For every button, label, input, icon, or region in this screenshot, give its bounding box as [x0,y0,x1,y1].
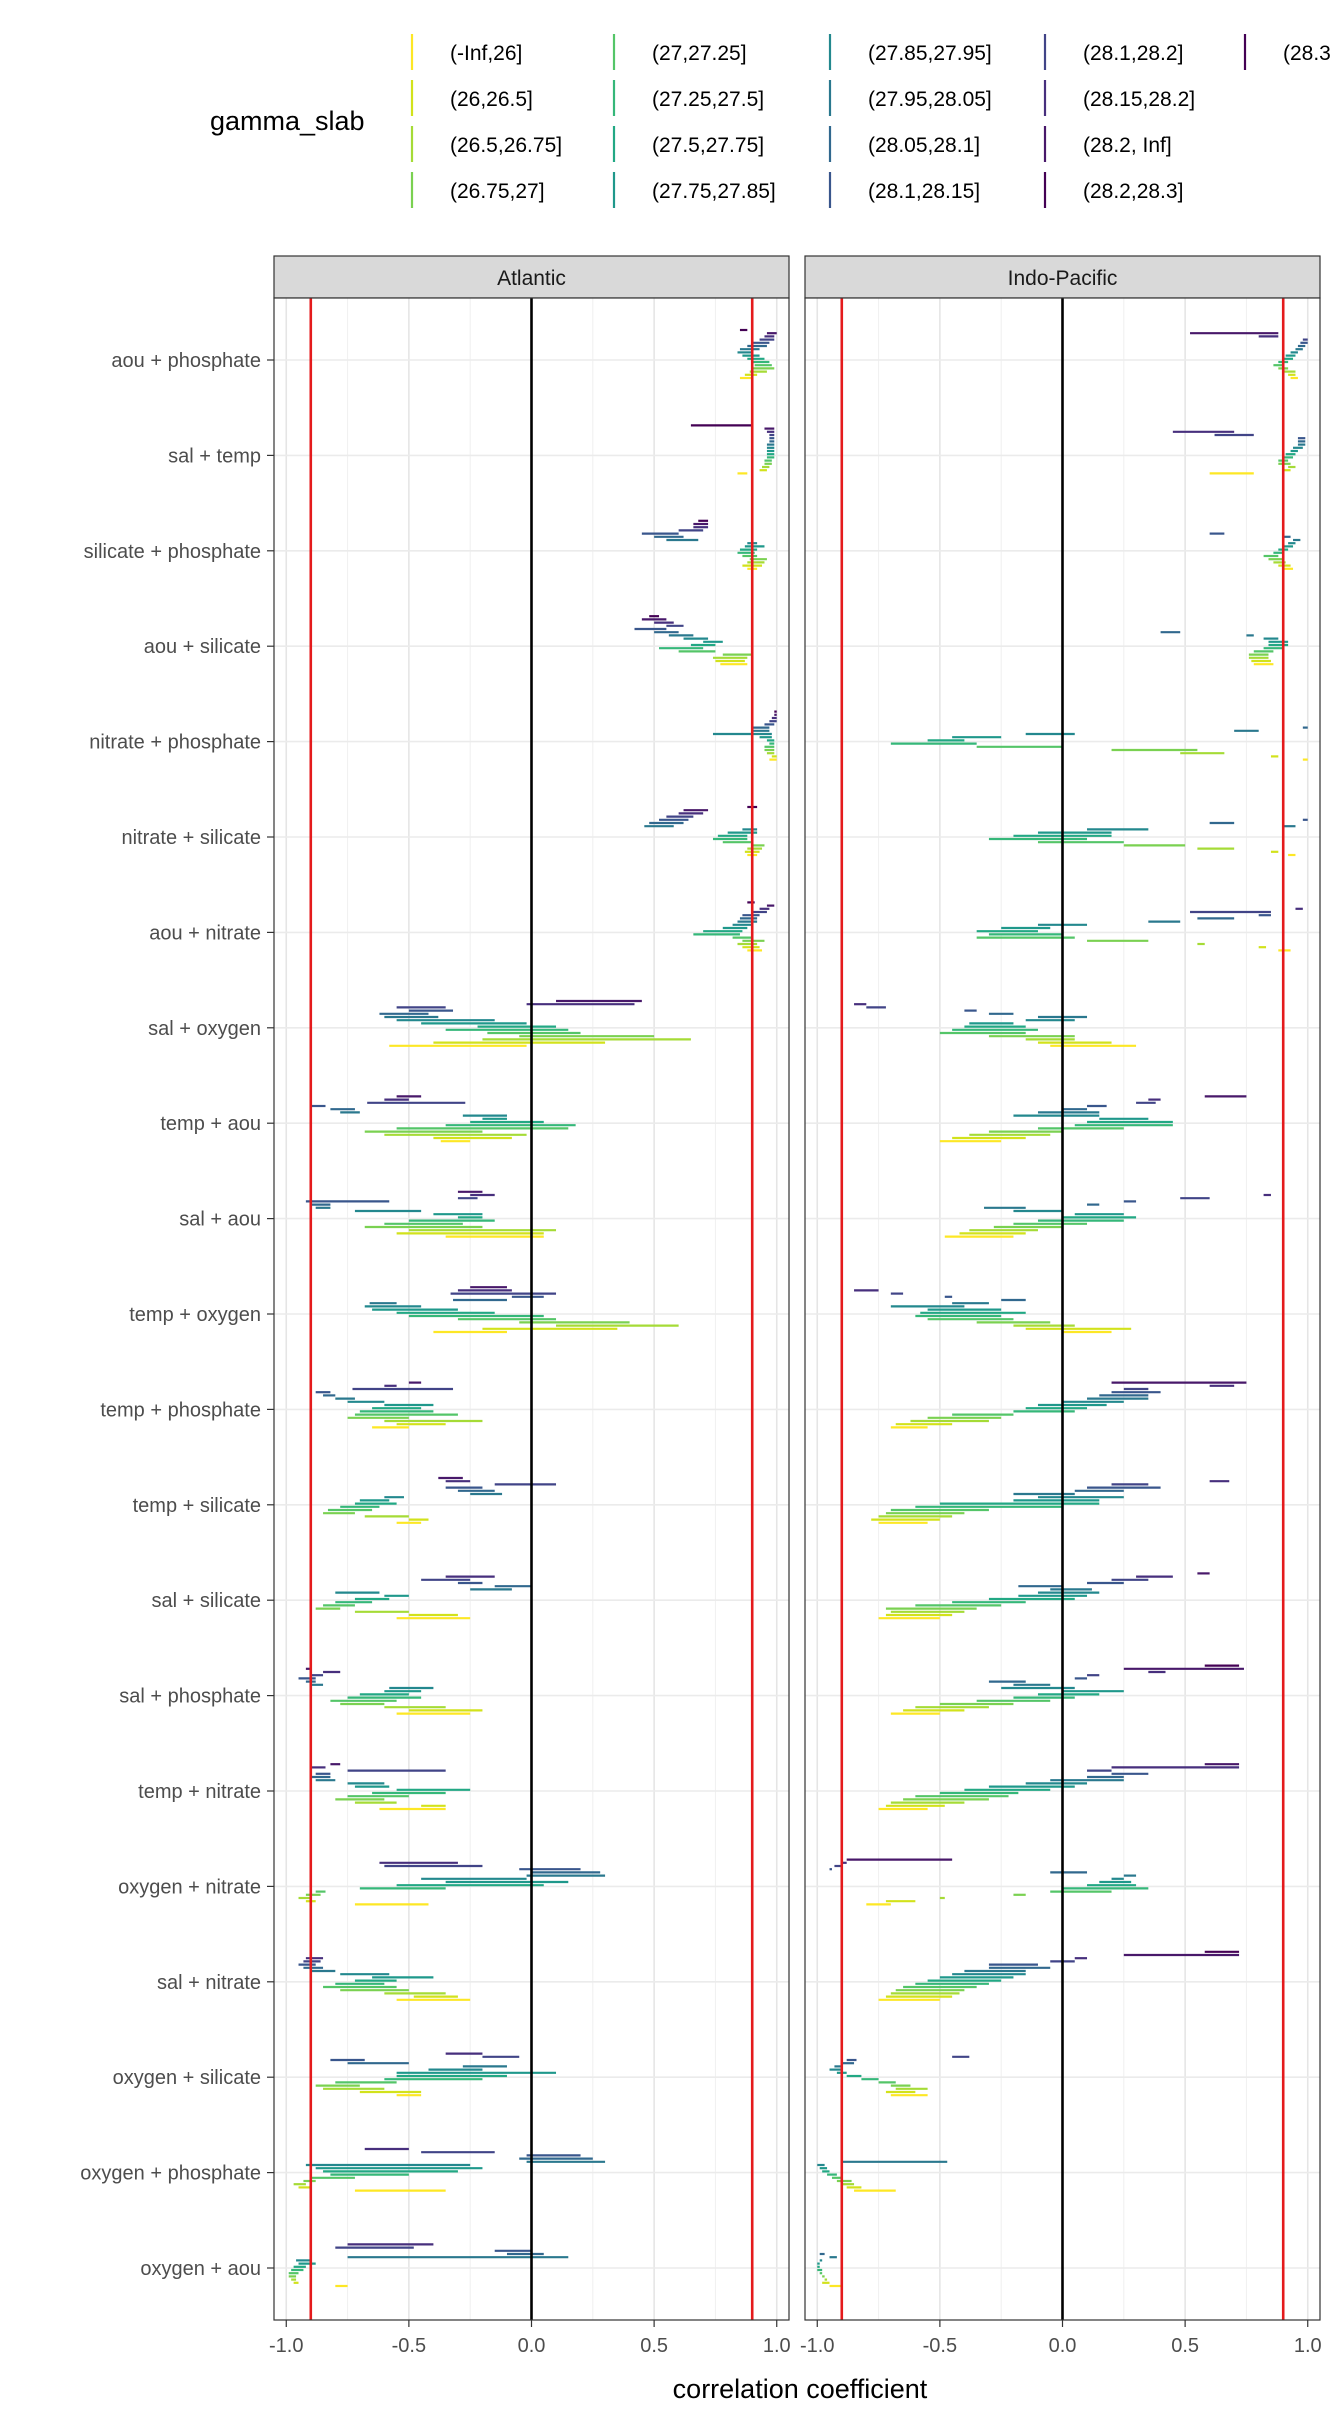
legend-label-16: (28.3 [1283,42,1331,65]
y-tick-label: aou + nitrate [149,922,261,944]
x-tick-label: 0.5 [1171,2335,1199,2357]
y-tick-label: sal + nitrate [157,1972,261,1994]
y-tick-label: aou + silicate [144,636,261,658]
y-tick-label: silicate + phosphate [84,541,261,563]
legend-label-0: (-Inf,26] [450,42,522,65]
y-tick-label: nitrate + silicate [121,827,261,849]
legend-label-6: (27.5,27.75] [652,134,764,157]
y-tick-label: oxygen + nitrate [118,1876,261,1898]
x-tick-label: 0.0 [1049,2335,1077,2357]
legend-label-1: (26,26.5] [450,88,533,111]
y-tick-label: aou + phosphate [111,350,261,372]
legend-label-15: (28.2,28.3] [1083,180,1183,203]
x-tick-label: -0.5 [392,2335,426,2357]
legend-label-13: (28.15,28.2] [1083,88,1195,111]
y-tick-label: sal + aou [179,1209,261,1231]
legend-label-4: (27,27.25] [652,42,747,65]
y-tick-label: temp + nitrate [138,1781,261,1803]
legend-label-11: (28.1,28.15] [868,180,980,203]
x-tick-label: 1.0 [763,2335,791,2357]
legend: gamma_slab (-Inf,26] (26,26.5] (26.5,26.75… [210,34,1331,208]
y-tick-label: temp + aou [160,1113,261,1135]
x-tick-label: 0.5 [640,2335,668,2357]
panel-0: Atlantic -1.0 -0.5 0.0 0.5 1.0 [269,255,791,2357]
legend-label-2: (26.5,26.75] [450,134,562,157]
panel-strip-0 [273,255,790,299]
legend-label-12: (28.1,28.2] [1083,42,1183,65]
x-tick-label: -1.0 [800,2335,834,2357]
panel-strip-label-0: Atlantic [497,267,566,290]
y-tick-label: sal + phosphate [119,1686,261,1708]
y-tick-label: oxygen + phosphate [80,2163,261,2185]
legend-label-9: (27.95,28.05] [868,88,992,111]
y-tick-label: sal + oxygen [148,1018,261,1040]
x-tick-label: -0.5 [923,2335,957,2357]
y-tick-label: oxygen + silicate [113,2067,261,2089]
panel-strip-label-1: Indo-Pacific [1008,267,1118,290]
x-tick-label: 0.0 [518,2335,546,2357]
panel-1: Indo-Pacific -1.0 -0.5 0.0 0.5 1.0 [800,255,1322,2357]
legend-label-14: (28.2, Inf] [1083,134,1172,157]
x-tick-label: 1.0 [1294,2335,1322,2357]
x-tick-label: -1.0 [269,2335,303,2357]
y-tick-label: sal + temp [168,445,261,467]
y-tick-label: nitrate + phosphate [89,732,261,754]
legend-label-5: (27.25,27.5] [652,88,764,111]
legend-title: gamma_slab [210,106,365,136]
y-tick-label: oxygen + aou [140,2258,261,2280]
x-axis-title: correlation coefficient [673,2374,928,2404]
y-tick-label: temp + silicate [133,1495,261,1517]
legend-label-3: (26.75,27] [450,180,545,203]
y-tick-label: sal + silicate [152,1590,262,1612]
legend-label-10: (28.05,28.1] [868,134,980,157]
legend-label-7: (27.75,27.85] [652,180,776,203]
y-tick-label: temp + oxygen [129,1304,261,1326]
legend-label-8: (27.85,27.95] [868,42,992,65]
y-tick-label: temp + phosphate [100,1399,261,1421]
